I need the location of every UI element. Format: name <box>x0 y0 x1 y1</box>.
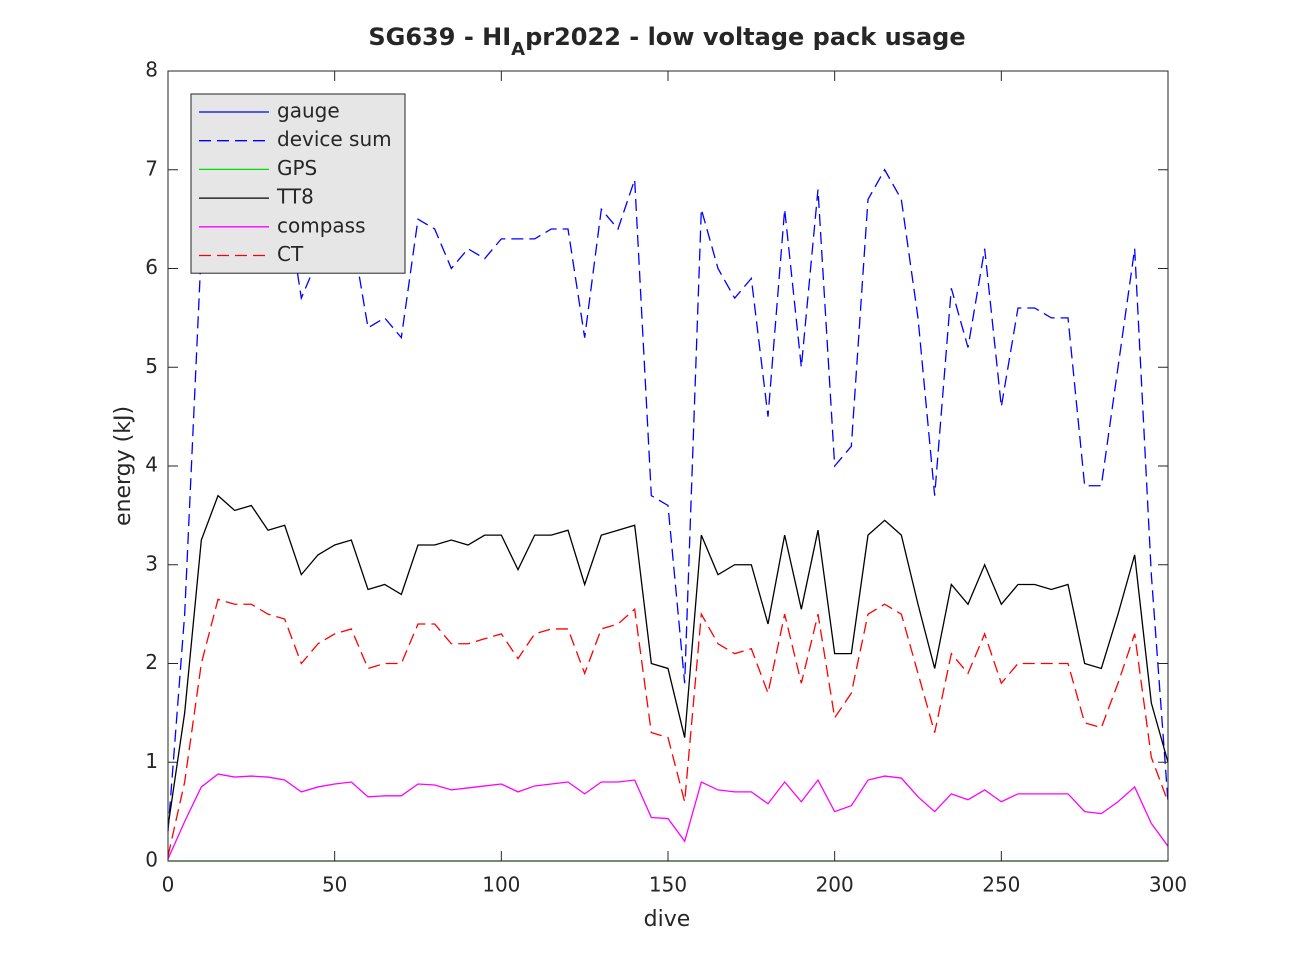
legend-label: GPS <box>277 156 317 180</box>
x-tick-label: 250 <box>982 873 1020 897</box>
legend-label: device sum <box>277 127 392 151</box>
legend-label: CT <box>277 242 304 266</box>
x-tick-label: 150 <box>649 873 687 897</box>
y-tick-label: 6 <box>145 255 158 279</box>
y-tick-label: 5 <box>145 354 158 378</box>
title-part: pr2022 - low voltage pack usage <box>525 23 966 51</box>
series-line <box>167 148 1169 832</box>
legend: gauge device sum GPS TT8 compass CT <box>190 93 406 274</box>
title-part: SG639 - HI <box>368 23 511 51</box>
y-tick-label: 2 <box>145 650 158 674</box>
chart-title: SG639 - HIApr2022 - low voltage pack usa… <box>368 23 965 60</box>
series-line <box>167 494 1169 827</box>
y-tick-label: 4 <box>145 453 158 477</box>
legend-box <box>190 93 406 274</box>
y-tick-label: 0 <box>145 848 158 872</box>
legend-label: TT8 <box>276 185 314 209</box>
x-tick-label: 100 <box>482 873 520 897</box>
y-tick-label: 8 <box>145 58 158 82</box>
legend-label: compass <box>277 213 366 237</box>
x-axis-label: dive <box>644 907 691 932</box>
x-tick-label: 0 <box>162 873 175 897</box>
y-tick-label: 1 <box>145 749 158 773</box>
x-tick-label: 50 <box>322 873 347 897</box>
y-tick-label: 3 <box>145 551 158 575</box>
legend-label: gauge <box>277 99 340 123</box>
title-subscript: A <box>511 39 525 60</box>
x-tick-label: 200 <box>816 873 854 897</box>
y-axis-label: energy (kJ) <box>111 406 136 526</box>
x-tick-label: 300 <box>1149 873 1187 897</box>
series-line <box>167 773 1169 860</box>
series-line <box>167 598 1169 857</box>
y-tick-label: 7 <box>145 156 158 180</box>
